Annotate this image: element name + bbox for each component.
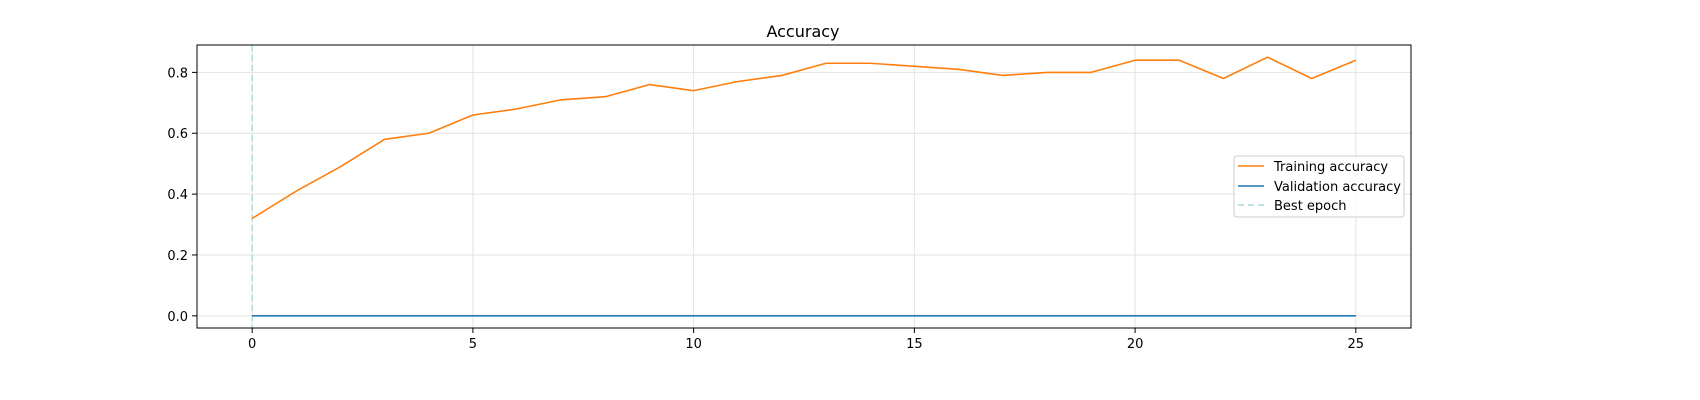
plot-frame <box>196 44 1412 329</box>
x-tick-label: 25 <box>1348 337 1365 352</box>
training-accuracy-line <box>251 56 1357 220</box>
legend-box <box>1233 155 1405 218</box>
chart-title: Accuracy <box>766 22 839 41</box>
x-axis-ticks: 0 5 10 15 20 25 <box>248 328 1364 352</box>
y-tick-label: 0.4 <box>167 188 188 203</box>
x-tick-label: 15 <box>906 337 923 352</box>
legend-label-best-epoch: Best epoch <box>1274 199 1347 214</box>
legend-label-training: Training accuracy <box>1273 160 1388 175</box>
series-lines <box>251 45 1357 328</box>
x-tick-label: 0 <box>248 337 256 352</box>
y-tick-label: 0.8 <box>167 66 188 81</box>
y-tick-label: 0.2 <box>167 249 188 264</box>
x-tick-label: 10 <box>685 337 702 352</box>
legend: Training accuracy Validation accuracy Be… <box>1233 155 1405 218</box>
x-tick-label: 20 <box>1127 337 1144 352</box>
y-axis-ticks: 0.0 0.2 0.4 0.6 0.8 <box>167 66 197 325</box>
y-tick-label: 0.6 <box>167 127 188 142</box>
legend-label-validation: Validation accuracy <box>1274 180 1401 195</box>
x-tick-label: 5 <box>469 337 477 352</box>
y-tick-label: 0.0 <box>167 310 188 325</box>
grid <box>197 45 1411 328</box>
